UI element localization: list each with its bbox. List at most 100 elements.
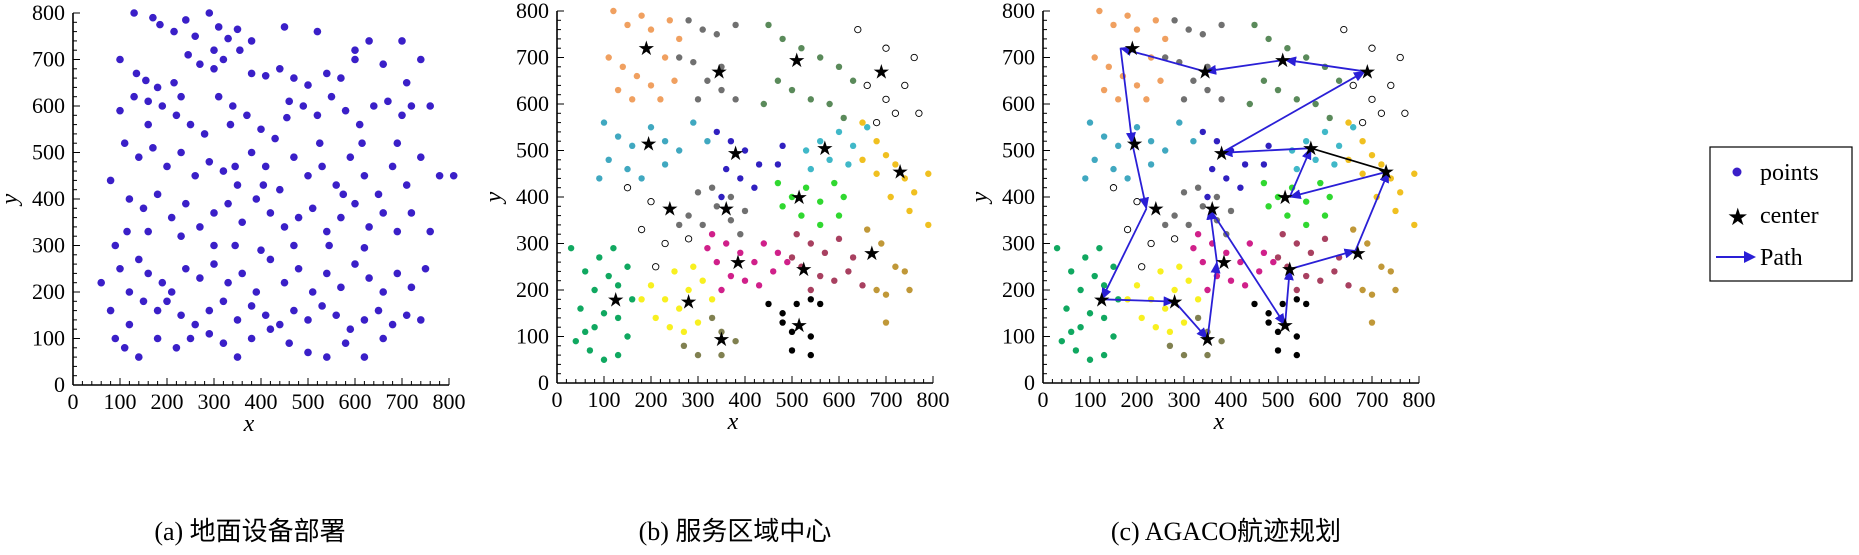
panel-c-cluster-2-point [1251, 21, 1258, 29]
panel-c-cluster-0-point [1157, 77, 1164, 84]
panel-b-cluster-6-point [802, 147, 810, 154]
panel-c-cluster-4-point [1082, 175, 1089, 182]
panel-a-point [144, 97, 152, 106]
panel-c-path-segment [1101, 296, 1176, 307]
panel-a-point [191, 32, 199, 41]
panel-b-center-star-icon: ★ [891, 161, 909, 183]
panel-a-point [238, 269, 246, 278]
panel-a-point [196, 274, 204, 282]
panel-b-cluster-11-point [755, 282, 763, 289]
panel-b-y-tick-label: 500 [516, 138, 549, 163]
panel-a-point [252, 195, 261, 203]
panel-b-cluster-12-point [817, 272, 824, 280]
panel-a-point [172, 111, 181, 120]
panel-b-cluster-7-point [873, 138, 880, 145]
panel-a-point [224, 278, 232, 287]
panel-a-point [182, 199, 190, 208]
panel-a-point [417, 153, 425, 161]
panel-a-point [130, 9, 138, 17]
panel-b-y-tick-label: 700 [516, 45, 549, 70]
panel-b-cluster-8-point [685, 212, 692, 219]
panel-b-cluster-0-point [610, 7, 617, 15]
panel-a-x-tick-label: 600 [339, 389, 372, 414]
panel-c: 0 100 200 300 400 500 600 700 800 0 100 200 300 400 50… [967, 0, 1436, 546]
panel-c-x-tick-label: 300 [1168, 387, 1201, 412]
panel-b-cluster-5-point [718, 193, 725, 201]
panel-c-cluster-16-point [1166, 342, 1174, 349]
panel-a-point [294, 264, 303, 273]
panel-a-point [186, 334, 195, 343]
panel-a-point [426, 102, 435, 110]
panel-c-cluster-1-point [1180, 96, 1188, 103]
panel-c-path-segment [1173, 301, 1209, 340]
panel-c-cluster-0-point [1133, 26, 1141, 33]
panel-b-cluster-9-point [840, 193, 847, 201]
panel-b-x-axis-title: x [727, 409, 739, 435]
panel-b-cluster-4-point [629, 142, 636, 150]
panel-a-caption: (a) 地面设备部署 [154, 517, 345, 546]
panel-c-cluster-17-point [1265, 319, 1272, 326]
panel-a-point [135, 255, 143, 264]
panel-a-point [435, 171, 444, 180]
star-icon: ★ [1727, 205, 1749, 231]
panel-c-cluster-12-point [1293, 240, 1301, 247]
panel-c-cluster-12-point [1274, 254, 1282, 261]
arrow-icon [1744, 251, 1756, 263]
panel-a-point [290, 74, 298, 82]
panel-a-point [341, 339, 350, 347]
panel-b-cluster-16-point [732, 337, 739, 345]
panel-c-cluster-16-point [1204, 351, 1211, 359]
panel-a-point [407, 209, 416, 217]
panel-c-center-star-icon: ★ [1276, 315, 1294, 337]
panel-b-cluster-9-point [802, 184, 810, 191]
panel-b-cluster-2-point [849, 77, 857, 84]
panel-b-center-star-icon: ★ [727, 143, 745, 165]
panel-a-point [402, 181, 411, 189]
panel-c-cluster-12-point [1321, 235, 1329, 243]
panel-b-center-star-icon: ★ [790, 187, 808, 209]
panel-b-cluster-9-point [788, 193, 796, 201]
panel-a-point [379, 288, 388, 296]
panel-b-cluster-14-point [624, 333, 631, 340]
panel-c-path-segment [1119, 46, 1206, 73]
panel-a-point [219, 55, 228, 64]
panel-c-cluster-1-point [1171, 17, 1178, 24]
panel-c-cluster-2-point [1326, 114, 1333, 122]
panel-c-center-star-icon: ★ [1349, 243, 1367, 265]
panel-a-point [351, 55, 359, 64]
panel-a-point [365, 223, 373, 231]
panel-b-center-star-icon: ★ [637, 38, 655, 60]
panel-b-cluster-7-point [859, 119, 866, 126]
panel-a-point [170, 27, 178, 36]
panel-c-cluster-17-point [1265, 310, 1272, 317]
panel-a-point [144, 120, 152, 129]
panel-b-cluster-13-point [878, 240, 885, 247]
panel-b-cluster-5-point [713, 128, 720, 136]
panel-a-point [116, 106, 124, 115]
panel-a-point [153, 306, 162, 315]
panel-c-cluster-14-point [1100, 351, 1108, 359]
panel-c-cluster-6-point [1321, 128, 1329, 136]
panel-a-point [210, 209, 218, 217]
panel-a-point [426, 227, 435, 236]
panel-a-point [374, 306, 383, 315]
panel-b-cluster-0-point [647, 82, 655, 89]
panel-c-x-tick-label: 400 [1215, 387, 1248, 412]
panel-a-point [417, 316, 425, 324]
panel-c-path-segment [1288, 147, 1312, 198]
panel-c-cluster-14-point [1068, 268, 1075, 275]
panel-a-point [200, 130, 209, 138]
panel-a-y-tick-label: 400 [32, 186, 65, 211]
panel-c-caption: (c) AGACO航迹规划 [1111, 517, 1341, 546]
panel-c-cluster-15-point [1157, 268, 1164, 275]
panel-c-path-segment [1206, 207, 1218, 263]
panel-a-point [299, 102, 308, 110]
panel-a-point [257, 125, 265, 134]
panel-b-cluster-0-point [629, 96, 636, 103]
panel-c-y-tick-label: 100 [1002, 324, 1035, 349]
panel-a-y-axis-title: y [0, 193, 23, 206]
panel-c-cluster-0-point [1110, 21, 1117, 29]
panel-c-cluster-0-point [1143, 96, 1150, 103]
panel-b-cluster-14-point [596, 254, 603, 261]
panel-b-x-tick-label: 100 [588, 387, 621, 412]
